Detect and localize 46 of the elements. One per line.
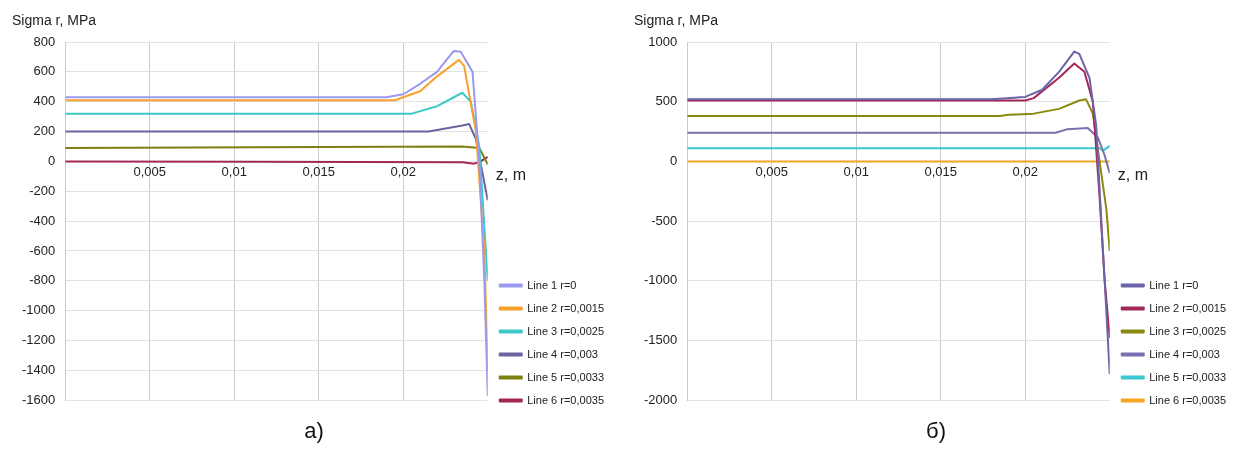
x-tick-label: 0,005 (133, 163, 167, 179)
y-tick-label: -600 (29, 242, 56, 258)
x-tick-label: 0,015 (302, 163, 336, 179)
x-tick-label: 0,02 (1012, 163, 1038, 179)
legend-label: Line 4 r=0,003 (1149, 347, 1220, 360)
y-tick-label: 500 (655, 93, 678, 109)
legend-label: Line 3 r=0,0025 (1149, 324, 1227, 337)
y-tick-label: -1600 (22, 391, 56, 407)
y-tick-label: 200 (33, 123, 56, 139)
y-axis-title: Sigma r, MPa (634, 11, 719, 28)
y-tick-label: -1000 (22, 302, 56, 318)
x-axis-title: z, m (495, 165, 526, 183)
y-tick-label: -2000 (644, 391, 678, 407)
legend-label: Line 2 r=0,0015 (1149, 301, 1227, 314)
legend-label: Line 1 r=0 (527, 278, 577, 291)
y-tick-label: 600 (33, 63, 56, 79)
legend-label: Line 6 r=0,0035 (527, 393, 605, 406)
y-tick-label: -1200 (22, 332, 56, 348)
legend-label: Line 6 r=0,0035 (1149, 393, 1227, 406)
x-tick-label: 0,015 (924, 163, 958, 179)
y-tick-label: -1400 (22, 361, 56, 377)
y-tick-label: -200 (29, 182, 56, 198)
x-tick-label: 0,02 (390, 163, 416, 179)
y-tick-label: -1500 (644, 332, 678, 348)
x-tick-label: 0,005 (755, 163, 789, 179)
y-tick-label: 800 (33, 33, 56, 49)
y-axis-title: Sigma r, MPa (12, 11, 97, 28)
y-tick-label: -1000 (644, 272, 678, 288)
y-tick-label: 0 (48, 152, 56, 168)
y-tick-label: 1000 (648, 33, 678, 49)
y-tick-label: -400 (29, 212, 56, 228)
x-tick-label: 0,01 (221, 163, 247, 179)
y-tick-label: 0 (670, 152, 678, 168)
legend-label: Line 3 r=0,0025 (527, 324, 605, 337)
y-tick-label: -500 (651, 212, 678, 228)
legend-label: Line 5 r=0,0033 (527, 370, 605, 383)
y-tick-label: -800 (29, 272, 56, 288)
x-tick-label: 0,01 (843, 163, 869, 179)
y-tick-label: 400 (33, 93, 56, 109)
text: б) (925, 418, 947, 444)
legend-label: Line 2 r=0,0015 (527, 301, 605, 314)
text: a) (303, 418, 325, 444)
legend-label: Line 4 r=0,003 (527, 347, 598, 360)
legend-label: Line 1 r=0 (1149, 278, 1199, 291)
x-axis-title: z, m (1117, 165, 1148, 183)
legend-label: Line 5 r=0,0033 (1149, 370, 1227, 383)
